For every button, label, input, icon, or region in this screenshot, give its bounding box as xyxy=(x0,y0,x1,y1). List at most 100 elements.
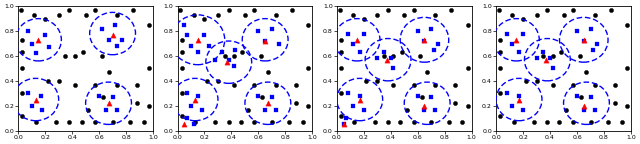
Point xyxy=(260,40,270,42)
Point xyxy=(430,108,440,111)
Point xyxy=(97,27,107,30)
Point xyxy=(586,121,596,123)
Point xyxy=(177,115,187,117)
Point xyxy=(257,96,268,98)
Point xyxy=(37,108,47,111)
Point xyxy=(54,14,64,16)
Point xyxy=(341,117,351,119)
Point xyxy=(561,108,572,111)
Point xyxy=(108,34,118,36)
Point xyxy=(111,84,122,86)
Point xyxy=(339,123,349,126)
Point xyxy=(27,42,37,45)
Point xyxy=(179,24,189,26)
Point xyxy=(542,121,552,123)
Point xyxy=(17,67,28,70)
Point xyxy=(355,51,365,53)
Point xyxy=(111,14,122,16)
Point xyxy=(31,52,41,55)
Point xyxy=(413,95,423,97)
Point xyxy=(249,84,259,86)
Point xyxy=(495,39,506,41)
Point xyxy=(200,34,210,36)
Point xyxy=(263,71,273,73)
Point xyxy=(616,121,627,123)
Point xyxy=(334,9,344,11)
Point xyxy=(572,30,582,32)
Point xyxy=(495,92,506,94)
Point xyxy=(514,98,524,101)
Point xyxy=(44,46,54,48)
Point xyxy=(51,121,61,123)
Point xyxy=(379,55,389,57)
Point xyxy=(90,121,100,123)
Point xyxy=(97,55,107,57)
Point xyxy=(402,108,412,111)
Point xyxy=(463,67,473,70)
Point xyxy=(217,51,227,53)
Point xyxy=(605,9,616,11)
Point xyxy=(90,9,100,11)
Point xyxy=(271,84,281,86)
Point xyxy=(210,121,220,123)
Point xyxy=(581,71,591,73)
Point xyxy=(83,108,93,111)
Point xyxy=(190,98,200,101)
Point xyxy=(213,14,223,16)
Point xyxy=(81,14,91,16)
Point xyxy=(446,9,456,11)
Point xyxy=(16,9,26,11)
Point xyxy=(559,14,569,16)
Point xyxy=(419,108,429,111)
Point xyxy=(538,55,548,57)
Point xyxy=(518,32,528,35)
Point xyxy=(415,55,426,57)
Point xyxy=(117,39,127,41)
Point xyxy=(463,105,473,107)
Point xyxy=(399,14,410,16)
Point xyxy=(111,45,122,47)
Point xyxy=(372,14,382,16)
Point xyxy=(518,108,528,111)
Point xyxy=(271,108,281,111)
Point xyxy=(622,105,632,107)
Point xyxy=(253,30,264,32)
Point xyxy=(355,98,365,101)
Point xyxy=(229,55,239,57)
Point xyxy=(229,65,239,67)
Point xyxy=(541,59,551,61)
Point xyxy=(104,71,114,73)
Point xyxy=(54,80,64,82)
Point xyxy=(592,42,602,45)
Point xyxy=(348,105,358,107)
Point xyxy=(355,95,365,97)
Point xyxy=(60,55,70,57)
Point xyxy=(177,67,187,70)
Point xyxy=(579,39,589,41)
Point xyxy=(576,96,586,98)
Point xyxy=(422,71,432,73)
Point xyxy=(303,105,314,107)
Point xyxy=(408,84,419,86)
Point xyxy=(586,96,596,98)
Point xyxy=(603,121,613,123)
Point xyxy=(610,102,620,104)
Point xyxy=(556,51,566,53)
Point xyxy=(514,95,524,97)
Point xyxy=(108,96,118,98)
Point xyxy=(249,121,259,123)
Point xyxy=(336,92,346,94)
Point xyxy=(502,92,512,94)
Point xyxy=(144,105,154,107)
Point xyxy=(303,24,314,26)
Point xyxy=(426,96,436,98)
Point xyxy=(379,51,389,53)
Point xyxy=(253,95,264,97)
Point xyxy=(230,49,241,51)
Point xyxy=(451,102,461,104)
Point xyxy=(408,9,419,11)
Point xyxy=(260,108,270,111)
Point xyxy=(78,51,88,53)
Point xyxy=(349,121,360,123)
Point xyxy=(383,9,393,11)
